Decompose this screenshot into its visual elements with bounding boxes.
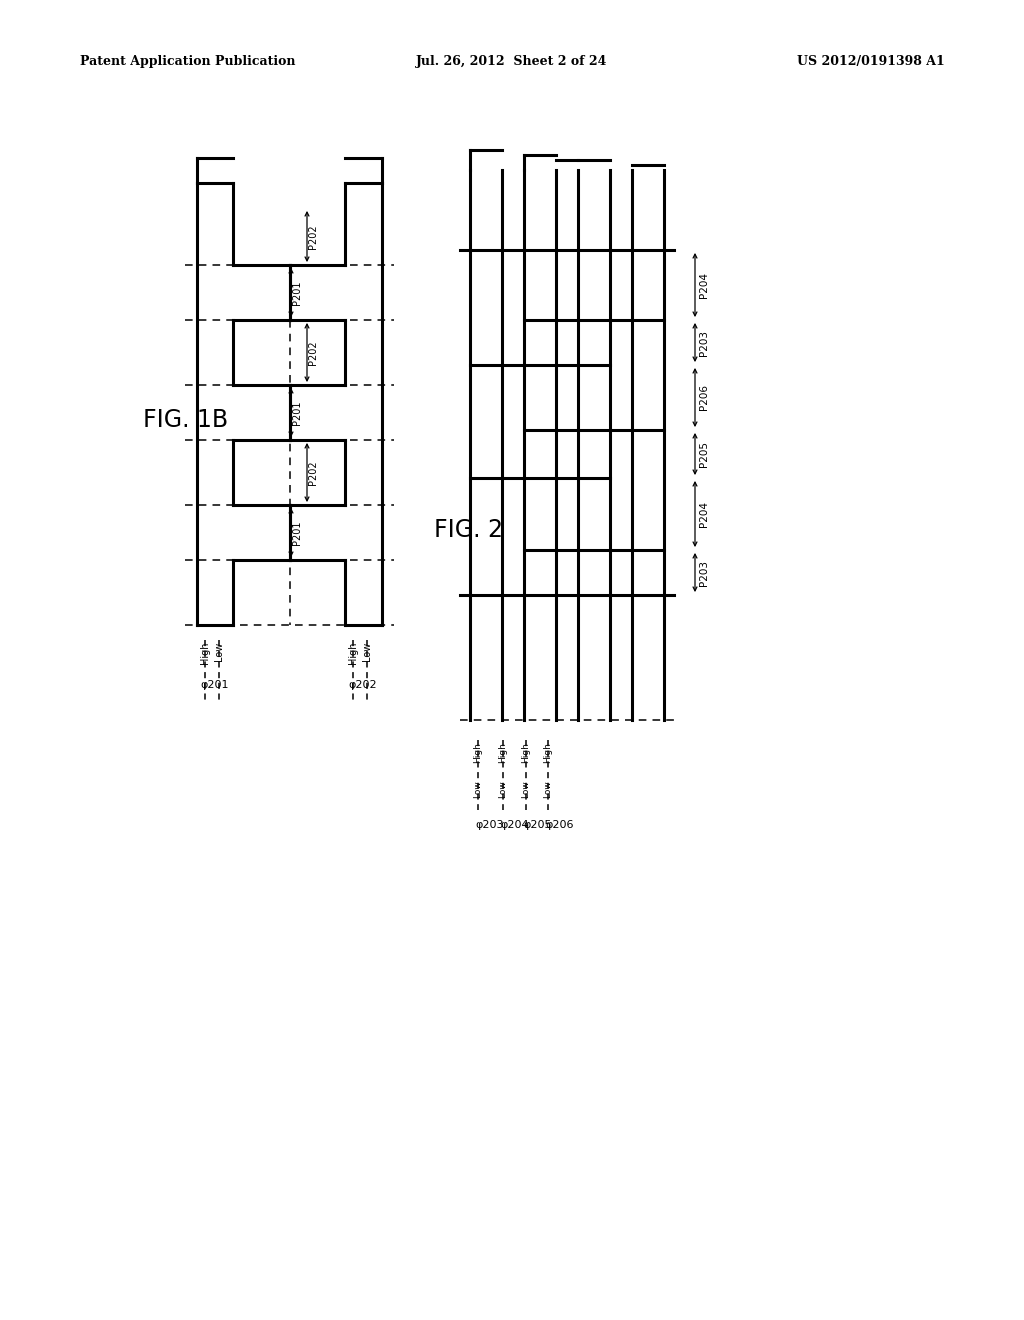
- Text: P203: P203: [699, 330, 709, 355]
- Text: Low: Low: [362, 642, 372, 661]
- Text: High: High: [499, 742, 508, 763]
- Text: φ203: φ203: [475, 820, 504, 830]
- Text: Low: Low: [214, 642, 224, 661]
- Text: Jul. 26, 2012  Sheet 2 of 24: Jul. 26, 2012 Sheet 2 of 24: [417, 55, 607, 69]
- Text: P201: P201: [292, 280, 302, 305]
- Text: US 2012/0191398 A1: US 2012/0191398 A1: [798, 55, 945, 69]
- Text: P202: P202: [308, 461, 318, 484]
- Text: High: High: [473, 742, 482, 763]
- Text: High: High: [200, 642, 210, 664]
- Text: φ201: φ201: [200, 680, 228, 690]
- Text: φ206: φ206: [545, 820, 573, 830]
- Text: FIG. 2: FIG. 2: [434, 517, 503, 543]
- Text: φ205: φ205: [523, 820, 552, 830]
- Text: P204: P204: [699, 272, 709, 298]
- Text: FIG. 1B: FIG. 1B: [143, 408, 228, 432]
- Text: P202: P202: [308, 341, 318, 364]
- Text: High: High: [521, 742, 530, 763]
- Text: φ202: φ202: [348, 680, 377, 690]
- Text: Low: Low: [521, 780, 530, 797]
- Text: P204: P204: [699, 502, 709, 527]
- Text: P205: P205: [699, 441, 709, 467]
- Text: High: High: [544, 742, 553, 763]
- Text: High: High: [348, 642, 358, 664]
- Text: P201: P201: [292, 520, 302, 545]
- Text: P203: P203: [699, 560, 709, 586]
- Text: φ204: φ204: [500, 820, 528, 830]
- Text: P202: P202: [308, 224, 318, 248]
- Text: Patent Application Publication: Patent Application Publication: [80, 55, 296, 69]
- Text: Low: Low: [473, 780, 482, 797]
- Text: P206: P206: [699, 384, 709, 411]
- Text: Low: Low: [544, 780, 553, 797]
- Text: P201: P201: [292, 400, 302, 425]
- Text: Low: Low: [499, 780, 508, 797]
